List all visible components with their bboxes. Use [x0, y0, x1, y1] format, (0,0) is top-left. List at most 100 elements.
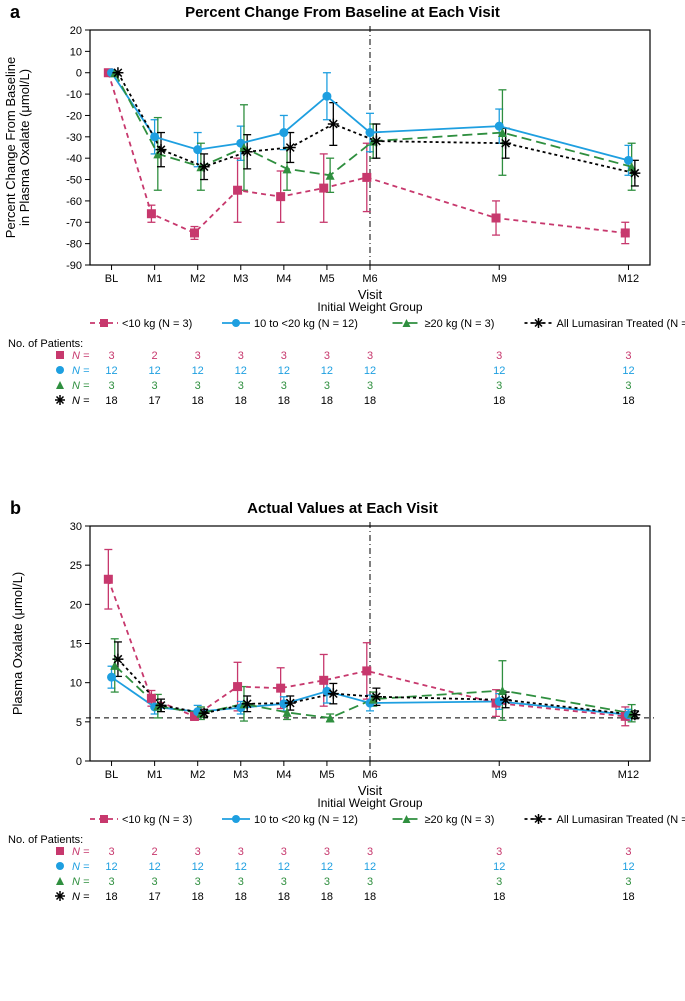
svg-text:-40: -40 [66, 153, 82, 165]
svg-text:<10 kg (N = 3): <10 kg (N = 3) [122, 318, 192, 330]
svg-text:17: 17 [148, 395, 160, 407]
svg-text:M12: M12 [618, 769, 639, 781]
svg-text:3: 3 [238, 846, 244, 858]
svg-text:3: 3 [108, 380, 114, 392]
svg-text:3: 3 [367, 846, 373, 858]
svg-text:N =: N = [72, 846, 90, 858]
svg-text:-10: -10 [66, 89, 82, 101]
svg-text:3: 3 [324, 380, 330, 392]
svg-text:17: 17 [148, 891, 160, 903]
svg-text:-60: -60 [66, 196, 82, 208]
svg-text:3: 3 [152, 876, 158, 888]
svg-text:M3: M3 [233, 273, 248, 285]
svg-text:18: 18 [321, 395, 333, 407]
svg-text:12: 12 [364, 861, 376, 873]
svg-text:-50: -50 [66, 175, 82, 187]
svg-text:3: 3 [238, 350, 244, 362]
svg-text:3: 3 [195, 876, 201, 888]
svg-text:10: 10 [70, 678, 82, 690]
svg-text:10 to <20 kg (N = 12): 10 to <20 kg (N = 12) [254, 814, 358, 826]
svg-text:3: 3 [152, 380, 158, 392]
svg-text:M1: M1 [147, 769, 162, 781]
svg-text:Plasma Oxalate (μmol/L): Plasma Oxalate (μmol/L) [10, 572, 25, 715]
panel-a-chart: -90-80-70-60-50-40-30-20-1001020BLM1M2M3… [0, 20, 685, 500]
svg-text:12: 12 [192, 365, 204, 377]
panel-b-chart: 051015202530BLM1M2M3M4M5M6M9M12Plasma Ox… [0, 516, 685, 1001]
svg-text:2: 2 [152, 350, 158, 362]
svg-text:3: 3 [108, 846, 114, 858]
svg-text:12: 12 [321, 365, 333, 377]
svg-text:12: 12 [148, 861, 160, 873]
svg-text:M2: M2 [190, 769, 205, 781]
svg-text:3: 3 [324, 350, 330, 362]
svg-text:3: 3 [195, 846, 201, 858]
svg-text:18: 18 [105, 891, 117, 903]
svg-text:-30: -30 [66, 132, 82, 144]
svg-text:3: 3 [496, 876, 502, 888]
svg-text:3: 3 [367, 876, 373, 888]
svg-text:20: 20 [70, 599, 82, 611]
svg-text:2: 2 [152, 846, 158, 858]
svg-text:10: 10 [70, 46, 82, 58]
svg-text:N =: N = [72, 350, 90, 362]
svg-text:0: 0 [76, 68, 82, 80]
svg-text:3: 3 [324, 846, 330, 858]
svg-text:18: 18 [364, 395, 376, 407]
svg-text:18: 18 [622, 891, 634, 903]
svg-text:M4: M4 [276, 769, 291, 781]
panel-a-title: Percent Change From Baseline at Each Vis… [0, 4, 685, 21]
svg-text:18: 18 [364, 891, 376, 903]
panel-b-title: Actual Values at Each Visit [0, 500, 685, 517]
svg-text:3: 3 [625, 380, 631, 392]
svg-text:-80: -80 [66, 239, 82, 251]
svg-text:3: 3 [625, 846, 631, 858]
svg-text:3: 3 [367, 350, 373, 362]
svg-text:3: 3 [108, 876, 114, 888]
svg-text:M4: M4 [276, 273, 291, 285]
svg-text:M5: M5 [319, 273, 334, 285]
svg-text:3: 3 [496, 350, 502, 362]
svg-text:30: 30 [70, 521, 82, 533]
svg-text:≥20 kg (N = 3): ≥20 kg (N = 3) [425, 318, 495, 330]
svg-text:15: 15 [70, 639, 82, 651]
svg-text:M6: M6 [362, 273, 377, 285]
svg-text:3: 3 [281, 846, 287, 858]
svg-text:N =: N = [72, 380, 90, 392]
svg-text:18: 18 [493, 891, 505, 903]
svg-text:18: 18 [235, 891, 247, 903]
svg-text:12: 12 [493, 365, 505, 377]
svg-text:3: 3 [195, 350, 201, 362]
svg-text:M9: M9 [492, 273, 507, 285]
svg-text:Initial Weight Group: Initial Weight Group [317, 300, 422, 314]
svg-text:12: 12 [235, 861, 247, 873]
svg-text:12: 12 [321, 861, 333, 873]
svg-text:-70: -70 [66, 217, 82, 229]
svg-text:20: 20 [70, 25, 82, 37]
svg-text:12: 12 [278, 365, 290, 377]
svg-text:All Lumasiran Treated (N = 18): All Lumasiran Treated (N = 18) [557, 318, 685, 330]
svg-text:18: 18 [192, 395, 204, 407]
svg-text:No. of Patients:: No. of Patients: [8, 338, 83, 350]
svg-text:3: 3 [496, 846, 502, 858]
svg-text:-90: -90 [66, 260, 82, 272]
svg-text:All Lumasiran Treated (N = 18): All Lumasiran Treated (N = 18) [557, 814, 685, 826]
svg-text:12: 12 [192, 861, 204, 873]
svg-text:3: 3 [367, 380, 373, 392]
svg-text:3: 3 [625, 876, 631, 888]
svg-text:18: 18 [192, 891, 204, 903]
svg-text:12: 12 [235, 365, 247, 377]
svg-text:N =: N = [72, 395, 90, 407]
svg-text:3: 3 [195, 380, 201, 392]
svg-text:N =: N = [72, 861, 90, 873]
svg-text:3: 3 [238, 380, 244, 392]
svg-text:3: 3 [108, 350, 114, 362]
svg-text:Percent Change From Baselinein: Percent Change From Baselinein Plasma Ox… [3, 57, 32, 238]
svg-text:3: 3 [625, 350, 631, 362]
svg-text:3: 3 [281, 876, 287, 888]
svg-text:Initial Weight Group: Initial Weight Group [317, 796, 422, 810]
svg-text:12: 12 [105, 861, 117, 873]
svg-text:12: 12 [622, 365, 634, 377]
svg-text:12: 12 [622, 861, 634, 873]
svg-text:3: 3 [281, 350, 287, 362]
svg-text:18: 18 [622, 395, 634, 407]
